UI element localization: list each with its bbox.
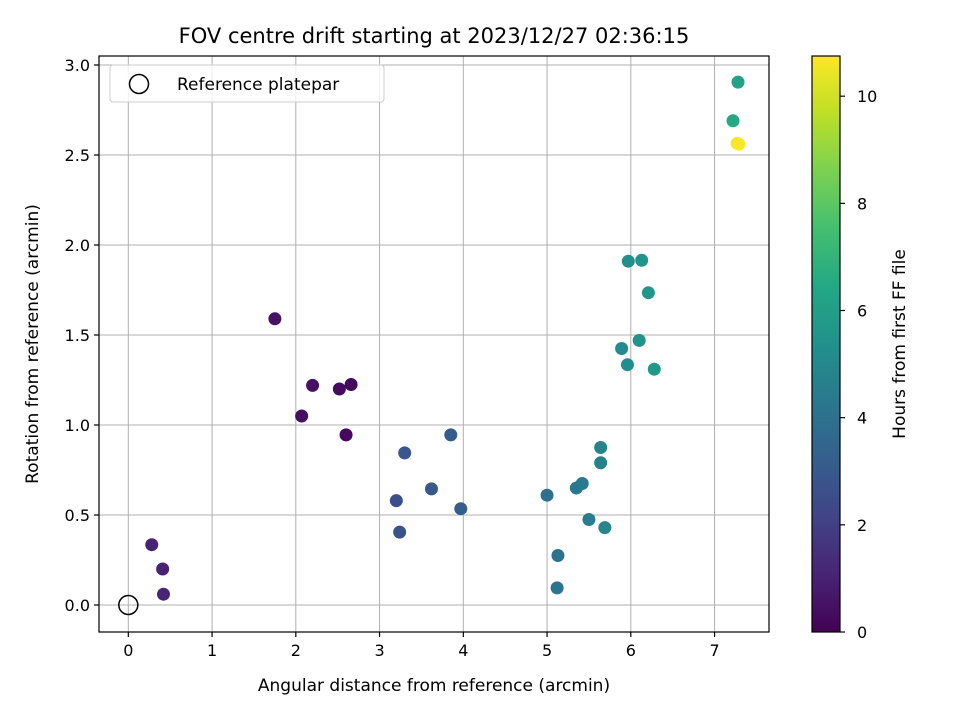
data-point (582, 513, 596, 526)
data-point (398, 446, 412, 460)
data-point (339, 428, 353, 442)
data-point (306, 378, 320, 392)
y-axis: 0.0 0.5 1.0 1.5 2.0 2.5 3.0 (65, 56, 99, 615)
colorbar-tick-label: 2 (857, 516, 867, 535)
data-point (268, 312, 282, 326)
colorbar-ticks: 0 2 4 6 8 10 (840, 87, 877, 642)
data-point (594, 441, 608, 454)
plot-frame (98, 55, 770, 633)
y-tick-label: 1.5 (65, 326, 90, 345)
x-tick-label: 1 (207, 641, 217, 660)
x-axis: 0 1 2 3 4 5 6 7 (123, 632, 720, 660)
x-tick-label: 0 (123, 641, 133, 660)
data-point (444, 428, 458, 442)
y-tick-label: 2.5 (65, 146, 90, 165)
data-point (632, 333, 646, 347)
x-tick-label: 3 (374, 641, 384, 660)
data-point (344, 378, 358, 391)
data-point (598, 521, 612, 535)
data-point (550, 581, 564, 595)
colorbar-label: Hours from first FF file (890, 249, 910, 439)
x-tick-label: 6 (626, 641, 636, 660)
y-tick-label: 1.0 (65, 416, 90, 435)
colorbar-tick-label: 10 (857, 87, 877, 106)
data-point (393, 525, 407, 539)
legend-box (109, 64, 385, 103)
data-point (615, 342, 629, 355)
grid (99, 56, 769, 632)
colorbar: 0 2 4 6 8 10 Hours from first FF file (811, 55, 910, 642)
legend-label-reference: Reference platepar (177, 75, 339, 95)
data-point (731, 75, 745, 89)
legend-marker-reference (128, 73, 150, 95)
y-tick-label: 3.0 (65, 56, 90, 75)
data-point (620, 358, 634, 372)
data-point (424, 482, 438, 496)
colorbar-gradient (811, 55, 841, 633)
data-point (454, 502, 468, 516)
data-point (156, 587, 170, 601)
data-point (641, 286, 655, 300)
data-point (726, 114, 740, 128)
colorbar-tick-label: 0 (857, 623, 867, 642)
colorbar-tick-label: 6 (857, 302, 867, 321)
x-axis-label: Angular distance from reference (arcmin) (258, 676, 610, 696)
chart-title: FOV centre drift starting at 2023/12/27 … (179, 24, 690, 48)
data-point (551, 549, 565, 562)
reference-point-marker (118, 594, 139, 616)
data-point (145, 538, 159, 552)
colorbar-tick-label: 8 (857, 194, 867, 213)
data-point (389, 494, 403, 508)
colorbar-tick-label: 4 (857, 409, 867, 428)
x-tick-label: 4 (458, 641, 468, 660)
y-tick-label: 0.0 (65, 596, 90, 615)
data-points (118, 75, 746, 616)
y-tick-label: 2.0 (65, 236, 90, 255)
data-point (332, 382, 346, 396)
y-tick-label: 0.5 (65, 506, 90, 525)
legend: Reference platepar (109, 64, 385, 103)
x-tick-label: 2 (291, 641, 301, 660)
data-point (594, 456, 608, 470)
data-point (621, 254, 635, 268)
data-point (635, 253, 649, 267)
data-point (295, 409, 309, 423)
x-tick-label: 7 (709, 641, 719, 660)
data-point (540, 488, 554, 502)
y-axis-label: Rotation from reference (arcmin) (23, 204, 43, 484)
data-point (575, 477, 589, 490)
data-point (156, 562, 170, 576)
data-point (732, 137, 746, 151)
data-point (647, 362, 661, 376)
x-tick-label: 5 (542, 641, 552, 660)
